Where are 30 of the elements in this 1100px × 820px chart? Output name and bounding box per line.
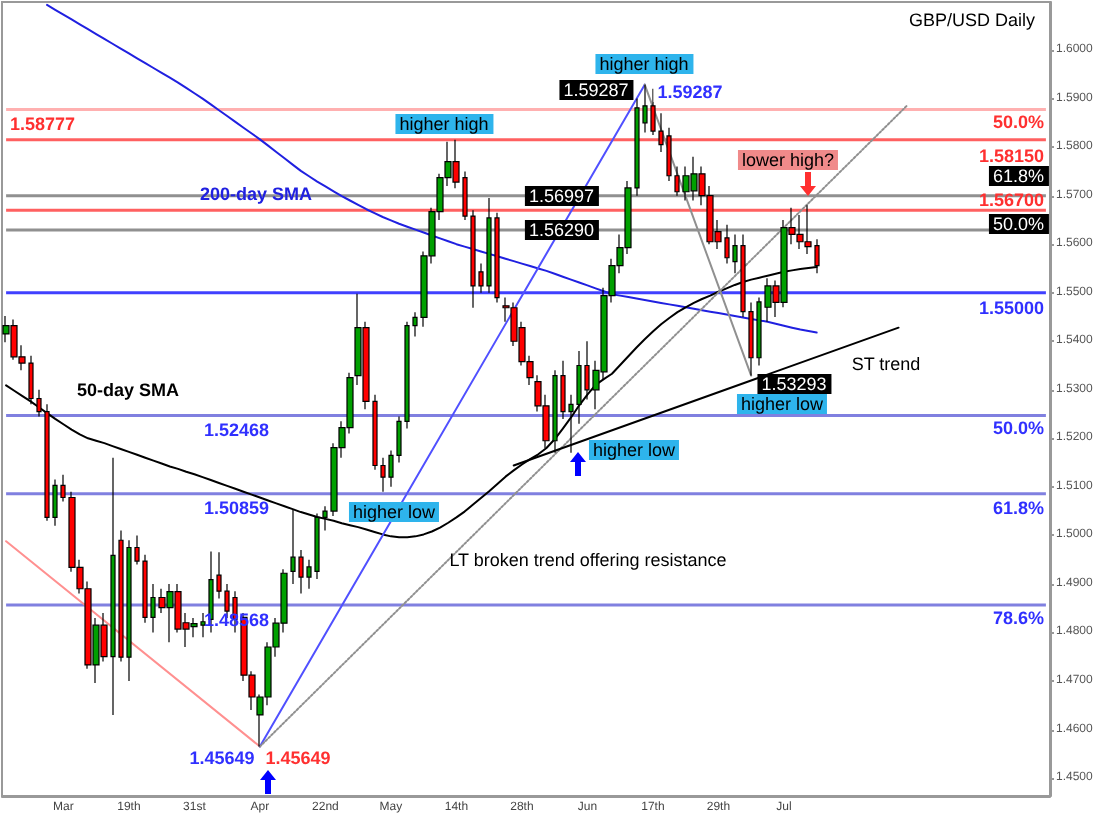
- annotation: 50.0%: [990, 112, 1046, 132]
- annotation: 61.8%: [988, 166, 1048, 186]
- annotation: lower high?: [737, 150, 839, 170]
- ref-line-label: 1.56997: [524, 185, 598, 206]
- ref-line-label: 1.55000: [976, 298, 1046, 319]
- ref-line-label: 1.50859: [202, 497, 272, 518]
- annotation: higher low: [588, 440, 680, 460]
- annotation: 1.53293: [757, 374, 831, 394]
- ref-line-label: 1.56700: [976, 190, 1046, 211]
- chart-title: GBP/USD Daily: [907, 10, 1037, 30]
- annotation: 61.8%: [990, 498, 1046, 518]
- annotation: ST trend: [849, 354, 923, 374]
- annotation: 1.59287: [559, 80, 633, 100]
- annotation: 1.45649: [263, 748, 333, 768]
- series-label: 200-day SMA: [197, 184, 315, 204]
- series-label: 50-day SMA: [74, 380, 182, 400]
- annotation: LT broken trend offering resistance: [447, 550, 729, 570]
- annotation: higher high: [395, 114, 493, 134]
- annotation: higher low: [736, 394, 828, 414]
- annotation: 78.6%: [990, 608, 1046, 628]
- ref-line-label: 1.58150: [976, 145, 1046, 166]
- ref-line-label: 1.56290: [524, 220, 598, 241]
- annotation: 50.0%: [990, 418, 1046, 438]
- annotation: 1.45649: [187, 748, 257, 768]
- annotation: 1.59287: [653, 82, 727, 102]
- annotation: higher low: [348, 502, 440, 522]
- ref-line-label: 1.52468: [202, 419, 272, 440]
- annotation: higher high: [595, 54, 693, 74]
- ref-line-label: 1.58777: [8, 113, 78, 134]
- annotation: 50.0%: [988, 214, 1048, 234]
